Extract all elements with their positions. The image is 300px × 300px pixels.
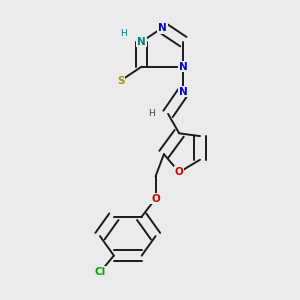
Text: Cl: Cl xyxy=(94,267,106,277)
Text: H: H xyxy=(120,29,127,38)
Text: H: H xyxy=(148,110,155,118)
Text: N: N xyxy=(158,23,167,33)
Text: S: S xyxy=(117,76,124,85)
Text: N: N xyxy=(179,61,188,72)
Text: O: O xyxy=(175,167,184,177)
Text: N: N xyxy=(179,87,188,97)
Text: N: N xyxy=(137,37,146,46)
Text: O: O xyxy=(151,194,160,204)
